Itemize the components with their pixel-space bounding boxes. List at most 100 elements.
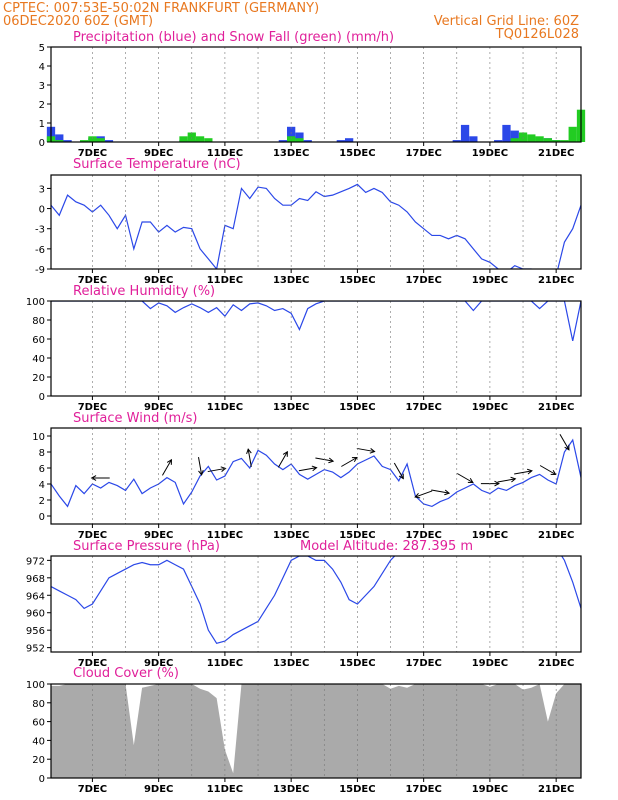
wind-arrowhead bbox=[510, 476, 517, 483]
cloud-x-tick-label: 9DEC bbox=[144, 784, 173, 795]
meteogram-panels: Precipitation (blue) and Snow Fall (gree… bbox=[26, 30, 586, 795]
wind-arrowhead bbox=[550, 469, 557, 476]
precip-bar-green bbox=[79, 140, 89, 142]
pressure-y-tick-label: 964 bbox=[26, 591, 45, 602]
pressure-x-tick-label: 15DEC bbox=[339, 658, 375, 669]
wind-arrowhead bbox=[311, 465, 318, 472]
precip-bar-green bbox=[195, 136, 205, 142]
header-grid-note: Vertical Grid Line: 60Z bbox=[434, 14, 579, 29]
temp-x-tick-label: 13DEC bbox=[273, 275, 309, 286]
precip-bar-blue bbox=[469, 136, 478, 142]
pressure-x-tick-label: 19DEC bbox=[472, 658, 508, 669]
pressure-y-tick-label: 960 bbox=[26, 609, 45, 620]
wind-arrowhead bbox=[467, 477, 474, 484]
wind-arrowhead bbox=[564, 444, 570, 451]
wind-arrowhead bbox=[369, 448, 376, 454]
pressure-line bbox=[51, 556, 581, 644]
precip-bar-green bbox=[287, 136, 296, 142]
wind-arrowhead bbox=[414, 492, 421, 499]
precip-bar-blue bbox=[494, 140, 503, 142]
wind-arrow bbox=[559, 433, 570, 451]
precip-bar-green bbox=[179, 136, 188, 142]
wind-arrow bbox=[247, 449, 252, 467]
header-model-id: TQ0126L028 bbox=[495, 27, 579, 42]
wind-arrow bbox=[277, 451, 288, 468]
temp-x-tick-label: 7DEC bbox=[78, 275, 107, 286]
wind-arrowhead bbox=[494, 480, 500, 487]
pressure-y-tick-label: 968 bbox=[26, 574, 45, 585]
wind-y-tick-label: 6 bbox=[39, 464, 45, 475]
rh-y-tick-label: 80 bbox=[32, 316, 45, 327]
wind-arrow bbox=[207, 467, 226, 473]
rh-x-tick-label: 9DEC bbox=[144, 402, 173, 413]
wind-arrow bbox=[497, 478, 516, 483]
wind-arrowhead bbox=[90, 475, 97, 481]
pressure-y-tick-label: 952 bbox=[26, 644, 45, 655]
wind-x-tick-label: 7DEC bbox=[78, 530, 107, 541]
rh-panel: Relative Humidity (%) 0 20 40 60 80 100 7DEC 9DE… bbox=[26, 284, 582, 413]
pressure-x-tick-label: 11DEC bbox=[207, 658, 243, 669]
precip-x-tick-label: 13DEC bbox=[273, 148, 309, 159]
wind-arrow bbox=[539, 465, 556, 475]
temp-y-tick-label: -6 bbox=[35, 245, 45, 256]
wind-arrow bbox=[198, 457, 203, 475]
cloud-y-tick-label: 40 bbox=[32, 736, 45, 747]
precip-title: Precipitation (blue) and Snow Fall (gree… bbox=[73, 30, 394, 45]
header-date: 06DEC2020 60Z (GMT) bbox=[3, 14, 153, 29]
precip-x-tick-label: 21DEC bbox=[538, 148, 574, 159]
pressure-x-tick-label: 13DEC bbox=[273, 658, 309, 669]
cloud-frame bbox=[50, 683, 582, 779]
cloud-x-tick-label: 19DEC bbox=[472, 784, 508, 795]
pressure-x-tick-label: 17DEC bbox=[405, 658, 441, 669]
temp-x-tick-label: 19DEC bbox=[472, 275, 508, 286]
cloud-x-tick-label: 13DEC bbox=[273, 784, 309, 795]
wind-arrowhead bbox=[351, 456, 358, 463]
wind-panel: Surface Wind (m/s) 0 2 4 6 8 10 7DEC 9DEC 11DEC 13… bbox=[32, 411, 582, 541]
cloud-y-tick-label: 100 bbox=[26, 680, 45, 691]
wind-arrowhead bbox=[246, 448, 252, 455]
pressure-y-tick-label: 956 bbox=[26, 626, 45, 637]
rh-y-tick-label: 0 bbox=[39, 392, 45, 403]
rh-y-tick-label: 60 bbox=[32, 335, 45, 346]
cloud-x-tick-label: 11DEC bbox=[207, 784, 243, 795]
rh-x-tick-label: 7DEC bbox=[78, 402, 107, 413]
precip-bar-green bbox=[204, 138, 213, 142]
temp-frame bbox=[50, 174, 582, 270]
temp-y-tick-label: 0 bbox=[39, 205, 45, 216]
pressure-annotation: Model Altitude: 287.395 m bbox=[300, 539, 473, 554]
precip-bar-blue bbox=[452, 140, 461, 142]
cloud-y-tick-label: 80 bbox=[32, 699, 45, 710]
cloud-x-tick-label: 17DEC bbox=[405, 784, 441, 795]
wind-arrow bbox=[341, 457, 358, 467]
wind-y-tick-label: 0 bbox=[39, 512, 45, 523]
wind-arrowhead bbox=[398, 473, 404, 480]
rh-line bbox=[51, 301, 581, 342]
temp-x-tick-label: 9DEC bbox=[144, 275, 173, 286]
pressure-frame bbox=[50, 555, 582, 653]
wind-x-tick-label: 15DEC bbox=[339, 530, 375, 541]
wind-arrowhead bbox=[328, 457, 335, 464]
wind-x-tick-label: 11DEC bbox=[207, 530, 243, 541]
wind-arrowhead bbox=[282, 450, 288, 457]
precip-bar-blue bbox=[344, 138, 354, 142]
rh-x-tick-label: 11DEC bbox=[207, 402, 243, 413]
cloud-panel: Cloud Cover (%) 0 20 40 60 80 100 7DEC 9DEC 11DEC… bbox=[26, 666, 582, 795]
precip-bar-blue bbox=[104, 140, 114, 142]
rh-y-tick-label: 20 bbox=[32, 373, 45, 384]
wind-arrow bbox=[457, 473, 474, 483]
wind-arrowhead bbox=[198, 469, 204, 476]
precip-y-tick-label: 5 bbox=[39, 43, 45, 54]
rh-x-tick-label: 19DEC bbox=[472, 402, 508, 413]
temp-x-tick-label: 21DEC bbox=[538, 275, 574, 286]
cloud-x-tick-label: 15DEC bbox=[339, 784, 375, 795]
precip-y-tick-label: 2 bbox=[39, 100, 45, 111]
temp-x-tick-label: 15DEC bbox=[339, 275, 375, 286]
cloud-y-tick-label: 0 bbox=[39, 774, 45, 785]
rh-x-tick-label: 13DEC bbox=[273, 402, 309, 413]
wind-x-tick-label: 9DEC bbox=[144, 530, 173, 541]
precip-bar-green bbox=[510, 138, 519, 142]
cloud-x-tick-label: 21DEC bbox=[538, 784, 574, 795]
wind-frame bbox=[50, 427, 582, 525]
precip-x-tick-label: 9DEC bbox=[144, 148, 173, 159]
precip-bar-green bbox=[55, 140, 64, 142]
